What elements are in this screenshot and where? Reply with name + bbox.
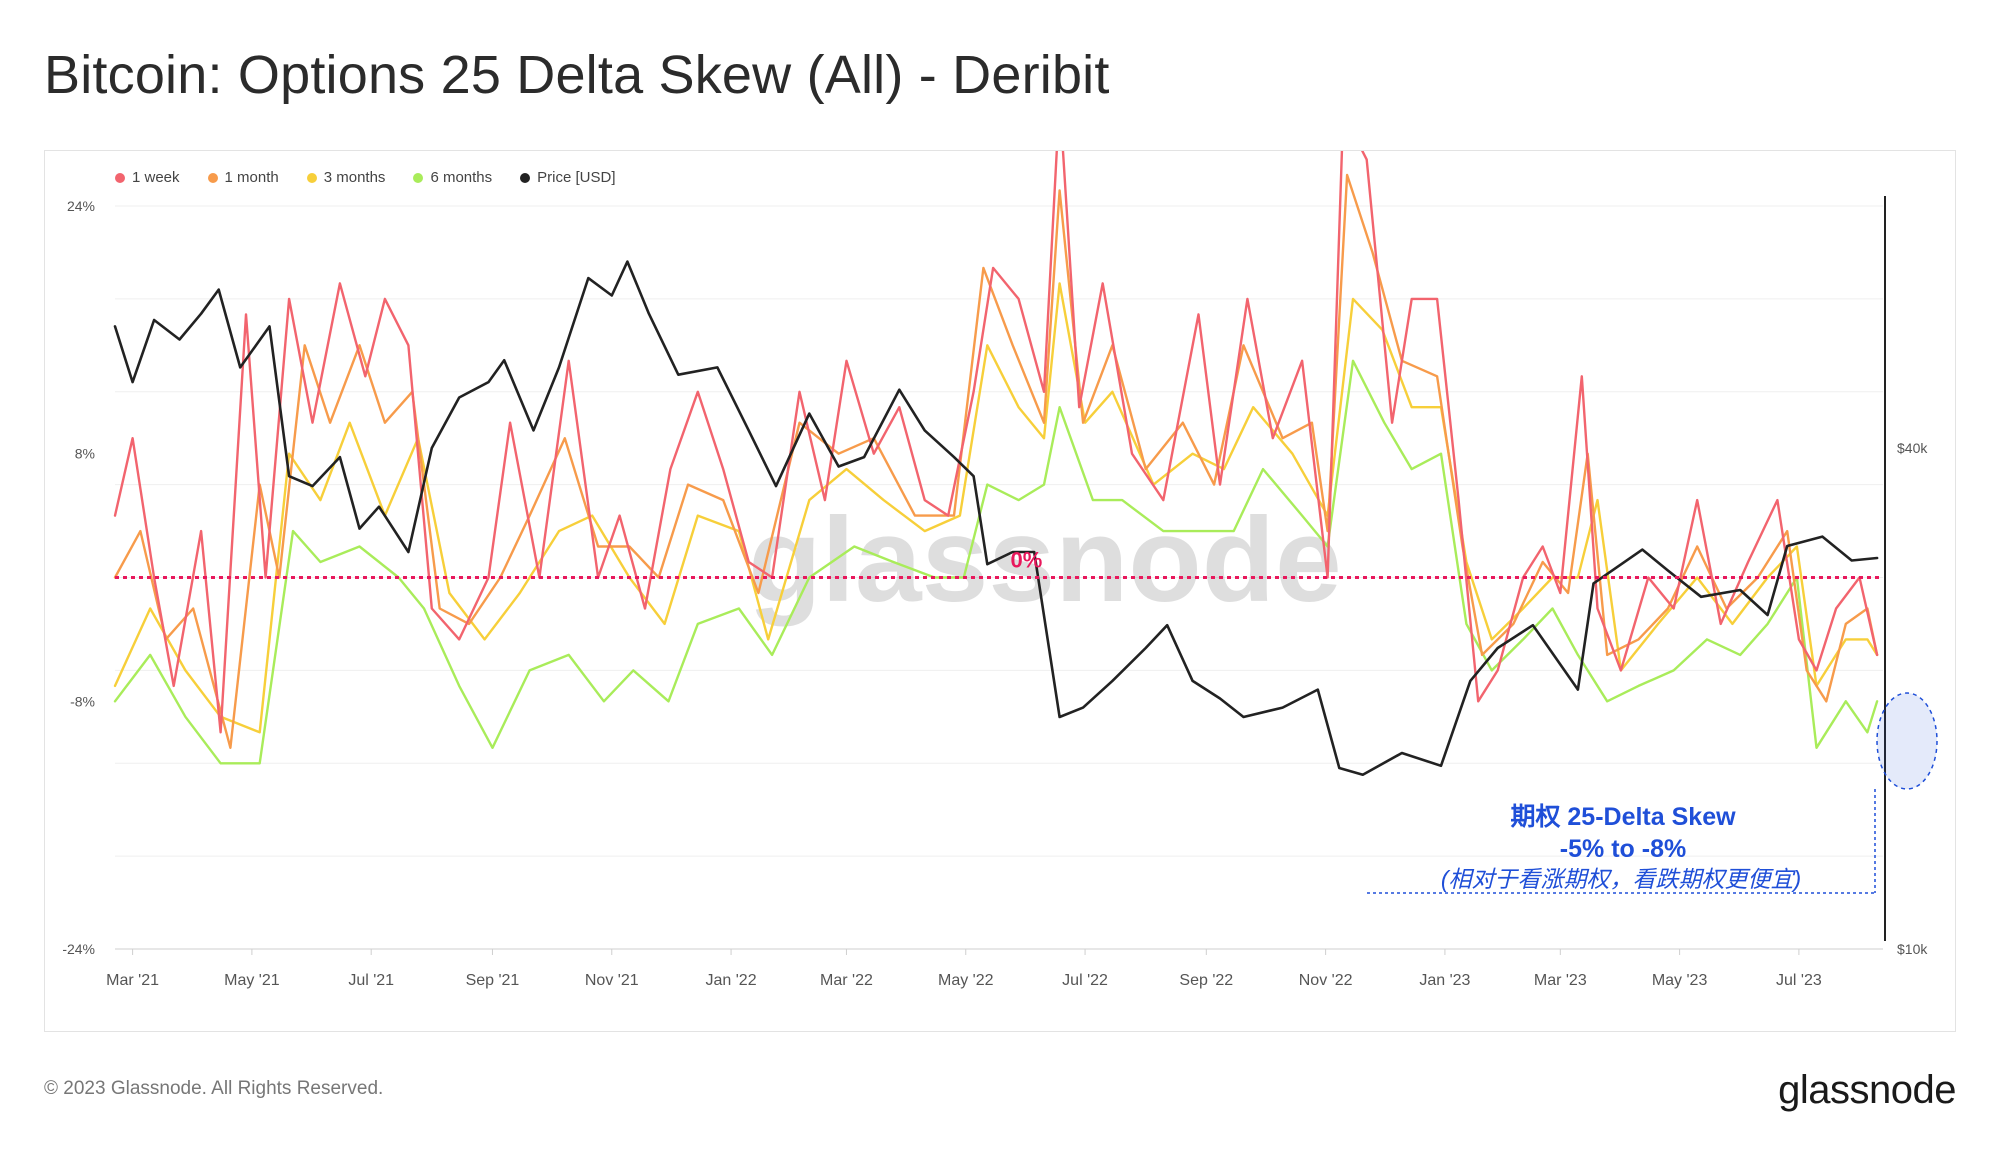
x-tick-label: Jul '22 [1062, 972, 1108, 989]
y-right-tick-label: $10k [1897, 941, 1928, 957]
y-left-tick-label: -24% [62, 941, 95, 957]
legend-label: 1 week [132, 169, 180, 186]
legend-item-price[interactable]: Price [USD] [520, 169, 616, 186]
legend-label: 1 month [224, 169, 279, 186]
legend-marker [207, 172, 218, 183]
legend-label: 3 months [323, 169, 386, 186]
x-tick-label: Nov '21 [585, 972, 639, 989]
series-line-m6 [113, 359, 1879, 765]
x-tick-label: Jan '23 [1419, 972, 1470, 989]
legend-marker [115, 172, 125, 183]
x-tick-label: Jul '21 [348, 972, 394, 989]
legend-marker [306, 172, 317, 183]
series-line-m3 [113, 282, 1879, 734]
series-lines [113, 151, 1879, 776]
x-tick-label: Sep '21 [466, 972, 520, 989]
series-line-m1 [113, 173, 1879, 749]
y-left-tick-label: -8% [70, 693, 95, 709]
chart-legend: 1 week 1 month 3 months 6 months Price [… [115, 169, 616, 186]
x-tick-label: Mar '23 [1534, 972, 1587, 989]
copyright-footer: © 2023 Glassnode. All Rights Reserved. [44, 1078, 384, 1099]
chart-title: Bitcoin: Options 25 Delta Skew (All) - D… [44, 45, 1110, 105]
legend-marker [520, 172, 531, 183]
chart-panel: 1 week 1 month 3 months 6 months Price [… [44, 150, 1956, 1032]
x-tick-label: May '21 [224, 972, 280, 989]
annotation-note: (相对于看涨期权，看跌期权更便宜) [1441, 866, 1801, 892]
legend-item-3-months[interactable]: 3 months [306, 169, 386, 186]
annotation-group: 期权 25-Delta Skew -5% to -8% (相对于看涨期权，看跌期权更… [1367, 692, 1938, 894]
x-tick-label: Nov '22 [1299, 972, 1353, 989]
y-left-tick-label: 8% [75, 446, 95, 462]
y-right-tick-label: $40k [1897, 440, 1928, 456]
highlight-ellipse [1876, 692, 1938, 790]
x-tick-label: Mar '21 [106, 972, 159, 989]
x-tick-label: Jan '22 [706, 972, 757, 989]
x-tick-label: May '22 [938, 972, 994, 989]
annotation-title: 期权 25-Delta Skew [1510, 803, 1736, 831]
legend-item-1-month[interactable]: 1 month [207, 169, 279, 186]
legend-label: 6 months [430, 169, 493, 186]
series-line-price [113, 260, 1879, 776]
legend-label: Price [USD] [537, 169, 616, 186]
x-tick-label: May '23 [1652, 972, 1708, 989]
chart-plot: glassnode 0% Mar '21 May '21 Jul '21 Sep '2… [62, 151, 1938, 989]
y-left-tick-label: 24% [67, 198, 95, 214]
watermark: glassnode [748, 493, 1342, 627]
axes: Mar '21 May '21 Jul '21 Sep '21 Nov '21 Jan '… [62, 196, 1928, 989]
x-tick-label: Mar '22 [820, 972, 873, 989]
glassnode-logo: glassnode [1778, 1068, 1956, 1112]
legend-marker [413, 172, 424, 183]
x-tick-label: Jul '23 [1776, 972, 1822, 989]
annotation-range: -5% to -8% [1560, 835, 1686, 863]
legend-item-6-months[interactable]: 6 months [413, 169, 492, 186]
legend-item-1-week[interactable]: 1 week [115, 169, 180, 186]
series-line-w1 [113, 151, 1879, 734]
x-tick-label: Sep '22 [1179, 972, 1233, 989]
zero-line-label: 0% [1010, 548, 1042, 573]
zero-line-group: 0% [115, 548, 1883, 579]
